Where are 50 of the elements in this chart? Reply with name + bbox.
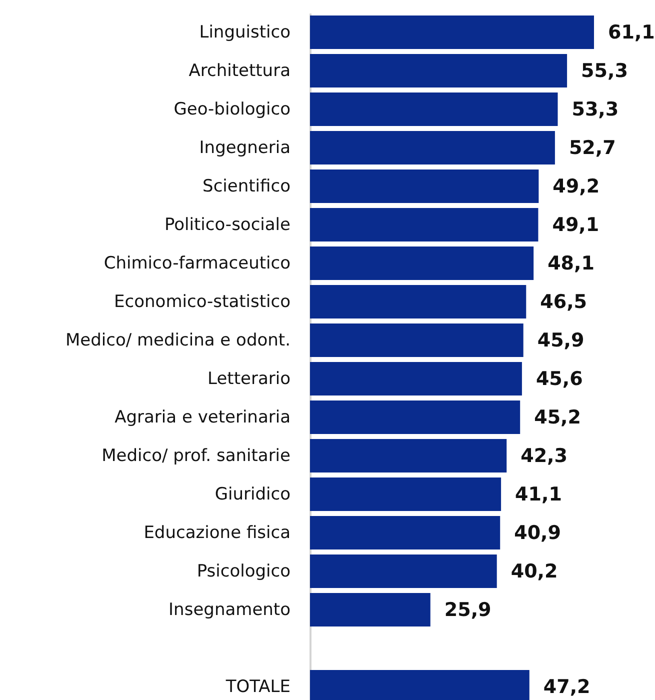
bar	[310, 593, 430, 626]
data-label: 45,6	[536, 368, 583, 390]
y-tick-label: Educazione fisica	[144, 522, 290, 543]
y-tick-label: Medico/ medicina e odont.	[65, 330, 290, 350]
y-tick-label: Giuridico	[214, 484, 290, 504]
bar	[310, 170, 539, 203]
bar	[310, 54, 568, 88]
data-label: 45,9	[537, 329, 584, 352]
data-label: 40,2	[510, 560, 558, 582]
y-tick-label: Insegnamento	[168, 600, 290, 620]
y-tick-label: Medico/ prof. sanitarie	[102, 446, 290, 466]
bar	[310, 324, 524, 357]
y-tick-label: Psicologico	[196, 561, 290, 582]
bar	[310, 16, 594, 49]
y-tick-label: Linguistico	[199, 22, 290, 42]
y-tick-label: Chimico-farmaceutico	[104, 253, 290, 274]
y-tick-label: Agraria e veterinaria	[114, 407, 290, 428]
data-label: 40,9	[514, 522, 561, 544]
data-label: 45,2	[534, 406, 581, 428]
bar	[310, 131, 555, 164]
y-tick-label: Economico-statistico	[114, 292, 290, 312]
y-tick-label: Architettura	[188, 60, 290, 81]
y-tick-label: Letterario	[208, 368, 290, 389]
y-tick-label: Geo-biologico	[174, 99, 290, 120]
bar	[310, 92, 558, 126]
bar	[310, 516, 500, 550]
data-label: 61,1	[608, 21, 655, 44]
y-tick-label: Scientifico	[202, 176, 290, 196]
data-label: 47,2	[543, 676, 590, 698]
data-label: 41,1	[515, 483, 562, 506]
data-label: 49,1	[552, 214, 600, 236]
bar	[310, 554, 497, 588]
bar	[310, 478, 502, 511]
data-label: 55,3	[581, 60, 628, 82]
bar	[310, 285, 526, 318]
bar	[310, 439, 507, 472]
y-tick-label: Ingegneria	[199, 138, 290, 158]
data-label: 52,7	[568, 136, 616, 159]
bar	[310, 208, 538, 242]
bar	[310, 400, 520, 434]
data-label: 48,1	[548, 252, 594, 274]
data-label: 49,2	[552, 175, 600, 198]
y-tick-label: TOTALE	[224, 676, 290, 697]
bar	[310, 362, 522, 396]
data-label: 46,5	[540, 290, 588, 313]
y-tick-label: Politico-sociale	[164, 214, 290, 235]
data-label: 25,9	[444, 598, 492, 621]
data-label: 42,3	[520, 444, 568, 467]
data-label: 53,3	[572, 98, 619, 120]
bar	[310, 246, 534, 280]
